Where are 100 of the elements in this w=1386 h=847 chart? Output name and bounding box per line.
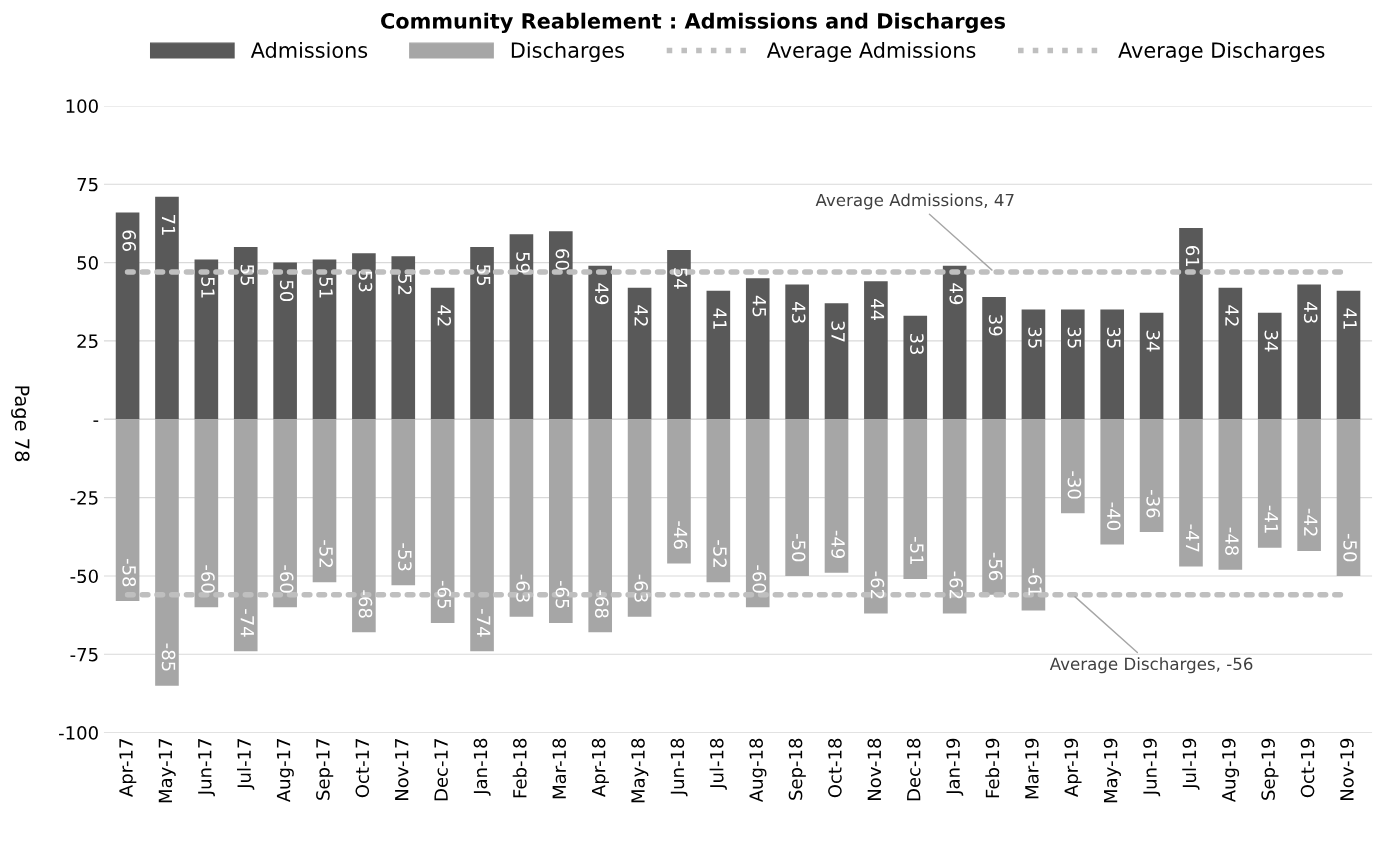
bar <box>1218 287 1243 420</box>
data-label: 61 <box>1185 246 1200 267</box>
chart-title: Community Reablement : Admissions and Discharges <box>381 12 1005 34</box>
data-label: 50 <box>279 280 294 302</box>
x-tick-label: Aug-18 <box>749 738 767 803</box>
x-tick-label: Feb-18 <box>512 738 527 798</box>
bar <box>509 419 534 617</box>
x-tick-label: Apr-18 <box>591 738 609 797</box>
x-tick-label: Nov-18 <box>867 738 882 800</box>
bar <box>1061 419 1085 514</box>
bar <box>903 419 928 580</box>
data-label: -49 <box>831 530 845 559</box>
bar <box>785 284 809 420</box>
x-tick-label: Mar-18 <box>552 738 567 799</box>
data-label: 35 <box>1067 327 1082 348</box>
x-tick-label: Oct-18 <box>828 738 842 798</box>
bar <box>942 419 967 614</box>
data-label: -68 <box>594 590 609 618</box>
data-label: 34 <box>1264 330 1279 352</box>
bar <box>273 419 297 608</box>
bar <box>155 419 179 686</box>
bar <box>194 259 219 420</box>
bar <box>982 297 1006 420</box>
x-tick-label: Jun-17 <box>198 739 215 797</box>
data-label: 39 <box>988 315 1003 336</box>
bar <box>1257 419 1282 548</box>
data-label: -58 <box>122 558 136 587</box>
bar <box>470 246 494 420</box>
x-tick-label: Apr-17 <box>119 739 137 797</box>
bar <box>509 234 534 420</box>
bar <box>352 419 376 633</box>
data-label: -51 <box>910 537 924 564</box>
bar <box>1021 309 1046 420</box>
data-label: 43 <box>1303 302 1318 323</box>
bar <box>1336 290 1361 420</box>
legend-label: Average Discharges <box>1118 41 1325 63</box>
bar <box>1179 419 1203 567</box>
x-tick-label: Nov-17 <box>395 739 409 800</box>
x-tick-label: Dec-17 <box>434 739 448 801</box>
data-label: -85 <box>161 643 176 671</box>
data-label: 34 <box>1146 330 1160 352</box>
data-label: -56 <box>988 552 1003 581</box>
bar <box>1297 419 1321 551</box>
data-label: -74 <box>240 609 254 637</box>
bar <box>194 419 219 608</box>
bar <box>430 287 455 420</box>
bar <box>824 419 849 573</box>
bar <box>1100 309 1125 420</box>
y-tick-label: 75 <box>77 177 98 192</box>
x-tick-label: Jul-19 <box>1182 738 1200 790</box>
x-tick-label: Sep-17 <box>316 739 334 800</box>
bar <box>785 419 809 576</box>
bar <box>1139 419 1164 533</box>
bar <box>115 212 140 420</box>
data-label: 71 <box>161 214 176 235</box>
data-label: -65 <box>555 580 570 608</box>
bar <box>1100 419 1125 545</box>
x-tick-label: Oct-17 <box>355 739 370 798</box>
data-label: 59 <box>516 252 530 273</box>
bar <box>1297 284 1321 420</box>
bar <box>1179 228 1203 420</box>
data-label: -48 <box>1225 527 1239 555</box>
bar <box>1061 309 1085 420</box>
bar <box>903 315 928 420</box>
bar <box>1257 312 1282 420</box>
y-tick-label: -50 <box>70 569 98 584</box>
data-label: 53 <box>358 271 373 292</box>
data-label: 37 <box>831 321 845 342</box>
y-tick-label: 100 <box>66 99 98 113</box>
data-label: 51 <box>201 277 215 298</box>
data-label: -50 <box>1343 533 1357 562</box>
data-label: -36 <box>1146 490 1160 518</box>
bar <box>233 419 258 652</box>
bar <box>391 419 416 586</box>
data-label: -62 <box>949 571 964 599</box>
x-tick-label: Aug-17 <box>276 739 294 803</box>
bar <box>312 419 337 583</box>
bar <box>706 419 731 583</box>
x-tick-label: Jan-18 <box>473 738 491 796</box>
data-label: -40 <box>1106 502 1121 530</box>
bar <box>864 281 888 420</box>
bar <box>667 419 691 564</box>
data-label: 42 <box>634 305 648 326</box>
bar <box>549 419 573 623</box>
legend-label: Discharges <box>511 41 625 63</box>
data-label: -60 <box>752 565 767 593</box>
x-tick-label: Aug-19 <box>1221 738 1240 803</box>
x-tick-label: Sep-19 <box>1261 738 1279 800</box>
bar <box>352 253 376 420</box>
x-tick-label: Feb-19 <box>985 738 1000 798</box>
bar <box>745 419 770 608</box>
data-label: -52 <box>713 540 727 567</box>
x-tick-label: Oct-19 <box>1300 738 1315 798</box>
bar <box>312 259 337 420</box>
y-tick-label: -75 <box>70 648 98 662</box>
data-label: -61 <box>1028 568 1042 596</box>
x-tick-label: Jul-17 <box>237 739 255 790</box>
bar <box>706 290 731 420</box>
data-label: -50 <box>791 533 806 562</box>
data-label: 52 <box>398 274 412 295</box>
